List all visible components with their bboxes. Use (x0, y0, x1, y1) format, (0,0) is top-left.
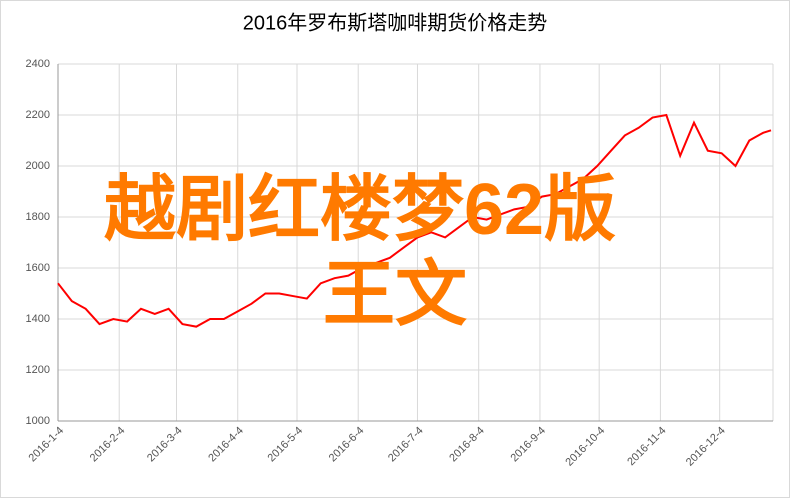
y-tick-label: 1200 (26, 364, 50, 376)
y-tick-label: 2400 (26, 58, 50, 70)
line-series (57, 113, 772, 328)
y-tick-label: 2000 (26, 160, 50, 172)
y-tick-label: 1800 (26, 211, 50, 223)
y-tick-label: 1000 (26, 415, 50, 427)
y-tick-label: 1600 (26, 262, 50, 274)
overlay-text: 王文 (323, 255, 467, 335)
chart-title: 2016年罗布斯塔咖啡期货价格走势 (243, 11, 548, 34)
overlay-text: 越剧红楼梦62版 (104, 170, 616, 250)
y-tick-label: 1400 (26, 313, 50, 325)
y-tick-label: 2200 (26, 109, 50, 121)
